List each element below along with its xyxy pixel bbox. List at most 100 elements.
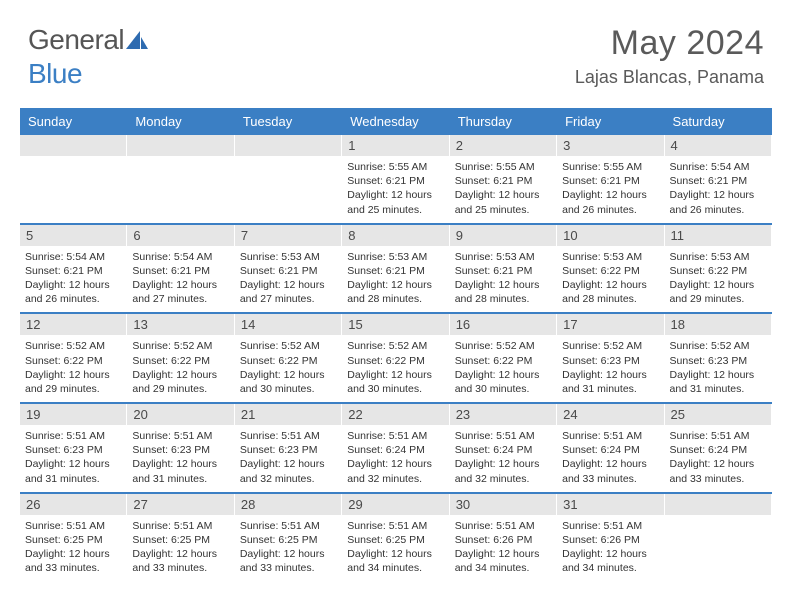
sunset-text: Sunset: 6:21 PM bbox=[562, 174, 658, 188]
day-number: 7 bbox=[235, 225, 341, 246]
sunset-text: Sunset: 6:21 PM bbox=[455, 264, 551, 278]
day-content: Sunrise: 5:52 AMSunset: 6:22 PMDaylight:… bbox=[342, 335, 448, 402]
day-cell: 19Sunrise: 5:51 AMSunset: 6:23 PMDayligh… bbox=[20, 404, 127, 492]
day-content: Sunrise: 5:53 AMSunset: 6:21 PMDaylight:… bbox=[235, 246, 341, 313]
day-cell: 3Sunrise: 5:55 AMSunset: 6:21 PMDaylight… bbox=[557, 135, 664, 223]
weekday-header: Friday bbox=[557, 108, 664, 135]
day-cell: 10Sunrise: 5:53 AMSunset: 6:22 PMDayligh… bbox=[557, 225, 664, 313]
sunset-text: Sunset: 6:23 PM bbox=[240, 443, 336, 457]
sunset-text: Sunset: 6:24 PM bbox=[455, 443, 551, 457]
day-number: 21 bbox=[235, 404, 341, 425]
day-cell: 4Sunrise: 5:54 AMSunset: 6:21 PMDaylight… bbox=[665, 135, 772, 223]
sunrise-text: Sunrise: 5:51 AM bbox=[132, 519, 228, 533]
day-number: 30 bbox=[450, 494, 556, 515]
day-cell: 29Sunrise: 5:51 AMSunset: 6:25 PMDayligh… bbox=[342, 494, 449, 582]
daylight-text: Daylight: 12 hours and 33 minutes. bbox=[132, 547, 228, 575]
day-cell: 2Sunrise: 5:55 AMSunset: 6:21 PMDaylight… bbox=[450, 135, 557, 223]
sunset-text: Sunset: 6:21 PM bbox=[670, 174, 766, 188]
daylight-text: Daylight: 12 hours and 25 minutes. bbox=[347, 188, 443, 216]
daylight-text: Daylight: 12 hours and 28 minutes. bbox=[347, 278, 443, 306]
day-cell: 6Sunrise: 5:54 AMSunset: 6:21 PMDaylight… bbox=[127, 225, 234, 313]
day-content: Sunrise: 5:55 AMSunset: 6:21 PMDaylight:… bbox=[450, 156, 556, 223]
day-content: Sunrise: 5:55 AMSunset: 6:21 PMDaylight:… bbox=[557, 156, 663, 223]
day-content: Sunrise: 5:52 AMSunset: 6:23 PMDaylight:… bbox=[665, 335, 771, 402]
day-number: 16 bbox=[450, 314, 556, 335]
day-number bbox=[20, 135, 126, 156]
day-number: 20 bbox=[127, 404, 233, 425]
sunset-text: Sunset: 6:22 PM bbox=[132, 354, 228, 368]
day-number: 9 bbox=[450, 225, 556, 246]
day-cell: 1Sunrise: 5:55 AMSunset: 6:21 PMDaylight… bbox=[342, 135, 449, 223]
sunrise-text: Sunrise: 5:51 AM bbox=[670, 429, 766, 443]
day-number: 10 bbox=[557, 225, 663, 246]
sunrise-text: Sunrise: 5:51 AM bbox=[562, 519, 658, 533]
daylight-text: Daylight: 12 hours and 30 minutes. bbox=[240, 368, 336, 396]
day-number bbox=[127, 135, 233, 156]
day-content: Sunrise: 5:51 AMSunset: 6:23 PMDaylight:… bbox=[127, 425, 233, 492]
day-content: Sunrise: 5:52 AMSunset: 6:22 PMDaylight:… bbox=[235, 335, 341, 402]
sunrise-text: Sunrise: 5:51 AM bbox=[132, 429, 228, 443]
day-number: 3 bbox=[557, 135, 663, 156]
day-cell: 7Sunrise: 5:53 AMSunset: 6:21 PMDaylight… bbox=[235, 225, 342, 313]
title-block: May 2024 Lajas Blancas, Panama bbox=[575, 24, 764, 88]
calendar-week-row: 12Sunrise: 5:52 AMSunset: 6:22 PMDayligh… bbox=[20, 312, 772, 402]
day-content: Sunrise: 5:53 AMSunset: 6:22 PMDaylight:… bbox=[557, 246, 663, 313]
daylight-text: Daylight: 12 hours and 32 minutes. bbox=[455, 457, 551, 485]
sunset-text: Sunset: 6:22 PM bbox=[347, 354, 443, 368]
day-number: 11 bbox=[665, 225, 771, 246]
sunset-text: Sunset: 6:25 PM bbox=[132, 533, 228, 547]
day-cell: 12Sunrise: 5:52 AMSunset: 6:22 PMDayligh… bbox=[20, 314, 127, 402]
brand-part2: Blue bbox=[28, 58, 82, 89]
day-content: Sunrise: 5:55 AMSunset: 6:21 PMDaylight:… bbox=[342, 156, 448, 223]
day-content: Sunrise: 5:51 AMSunset: 6:25 PMDaylight:… bbox=[127, 515, 233, 582]
daylight-text: Daylight: 12 hours and 31 minutes. bbox=[562, 368, 658, 396]
day-cell: 14Sunrise: 5:52 AMSunset: 6:22 PMDayligh… bbox=[235, 314, 342, 402]
day-content: Sunrise: 5:51 AMSunset: 6:26 PMDaylight:… bbox=[557, 515, 663, 582]
daylight-text: Daylight: 12 hours and 29 minutes. bbox=[25, 368, 121, 396]
sunset-text: Sunset: 6:21 PM bbox=[25, 264, 121, 278]
sail-icon bbox=[126, 26, 148, 58]
daylight-text: Daylight: 12 hours and 33 minutes. bbox=[670, 457, 766, 485]
sunrise-text: Sunrise: 5:55 AM bbox=[347, 160, 443, 174]
daylight-text: Daylight: 12 hours and 25 minutes. bbox=[455, 188, 551, 216]
day-number: 14 bbox=[235, 314, 341, 335]
sunrise-text: Sunrise: 5:52 AM bbox=[347, 339, 443, 353]
sunset-text: Sunset: 6:24 PM bbox=[670, 443, 766, 457]
sunrise-text: Sunrise: 5:54 AM bbox=[25, 250, 121, 264]
day-number: 31 bbox=[557, 494, 663, 515]
day-content: Sunrise: 5:51 AMSunset: 6:25 PMDaylight:… bbox=[20, 515, 126, 582]
sunrise-text: Sunrise: 5:55 AM bbox=[562, 160, 658, 174]
day-content: Sunrise: 5:51 AMSunset: 6:26 PMDaylight:… bbox=[450, 515, 556, 582]
day-cell: 26Sunrise: 5:51 AMSunset: 6:25 PMDayligh… bbox=[20, 494, 127, 582]
day-cell: 11Sunrise: 5:53 AMSunset: 6:22 PMDayligh… bbox=[665, 225, 772, 313]
sunrise-text: Sunrise: 5:52 AM bbox=[455, 339, 551, 353]
day-cell: 8Sunrise: 5:53 AMSunset: 6:21 PMDaylight… bbox=[342, 225, 449, 313]
day-cell bbox=[127, 135, 234, 223]
calendar-week-row: 1Sunrise: 5:55 AMSunset: 6:21 PMDaylight… bbox=[20, 135, 772, 223]
day-cell bbox=[665, 494, 772, 582]
daylight-text: Daylight: 12 hours and 30 minutes. bbox=[347, 368, 443, 396]
sunset-text: Sunset: 6:21 PM bbox=[132, 264, 228, 278]
sunset-text: Sunset: 6:26 PM bbox=[455, 533, 551, 547]
weekday-header: Tuesday bbox=[235, 108, 342, 135]
sunset-text: Sunset: 6:22 PM bbox=[562, 264, 658, 278]
sunrise-text: Sunrise: 5:52 AM bbox=[670, 339, 766, 353]
daylight-text: Daylight: 12 hours and 32 minutes. bbox=[347, 457, 443, 485]
day-cell: 31Sunrise: 5:51 AMSunset: 6:26 PMDayligh… bbox=[557, 494, 664, 582]
sunset-text: Sunset: 6:21 PM bbox=[240, 264, 336, 278]
daylight-text: Daylight: 12 hours and 31 minutes. bbox=[670, 368, 766, 396]
day-cell: 21Sunrise: 5:51 AMSunset: 6:23 PMDayligh… bbox=[235, 404, 342, 492]
day-cell bbox=[20, 135, 127, 223]
sunset-text: Sunset: 6:25 PM bbox=[240, 533, 336, 547]
sunset-text: Sunset: 6:22 PM bbox=[455, 354, 551, 368]
day-number: 13 bbox=[127, 314, 233, 335]
daylight-text: Daylight: 12 hours and 26 minutes. bbox=[25, 278, 121, 306]
daylight-text: Daylight: 12 hours and 27 minutes. bbox=[132, 278, 228, 306]
sunrise-text: Sunrise: 5:54 AM bbox=[132, 250, 228, 264]
day-content: Sunrise: 5:53 AMSunset: 6:21 PMDaylight:… bbox=[342, 246, 448, 313]
day-cell: 13Sunrise: 5:52 AMSunset: 6:22 PMDayligh… bbox=[127, 314, 234, 402]
brand-logo: GeneralBlue bbox=[28, 24, 148, 90]
day-content: Sunrise: 5:53 AMSunset: 6:22 PMDaylight:… bbox=[665, 246, 771, 313]
day-cell: 15Sunrise: 5:52 AMSunset: 6:22 PMDayligh… bbox=[342, 314, 449, 402]
day-number bbox=[665, 494, 771, 515]
